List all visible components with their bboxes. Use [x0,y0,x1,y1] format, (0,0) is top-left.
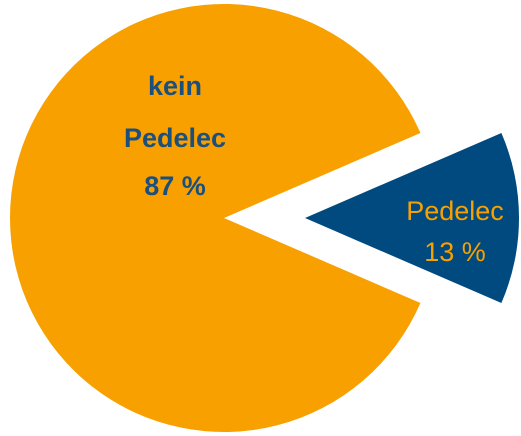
slice-label: kein Pedelec [124,71,226,153]
slice-value-label: 13 % [424,237,486,267]
slice-label: Pedelec [406,196,504,226]
pie-slice [305,133,519,303]
pie-slice [9,3,421,433]
slice-value-label: 87 % [144,171,206,201]
